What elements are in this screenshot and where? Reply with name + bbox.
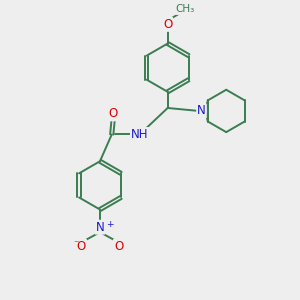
Text: CH₃: CH₃ [176,4,195,14]
Text: O: O [163,18,172,31]
Text: ⁻: ⁻ [74,239,79,249]
Text: +: + [106,220,113,229]
Text: O: O [114,240,123,253]
Text: N: N [96,221,104,234]
Text: O: O [77,240,86,253]
Text: O: O [109,107,118,120]
Text: N: N [197,104,206,117]
Text: NH: NH [131,128,148,141]
